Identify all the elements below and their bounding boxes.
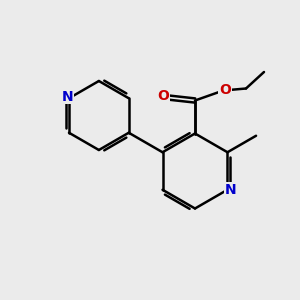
Text: O: O — [158, 89, 169, 103]
Text: N: N — [62, 90, 73, 104]
Text: O: O — [219, 83, 231, 97]
Text: N: N — [225, 183, 236, 197]
